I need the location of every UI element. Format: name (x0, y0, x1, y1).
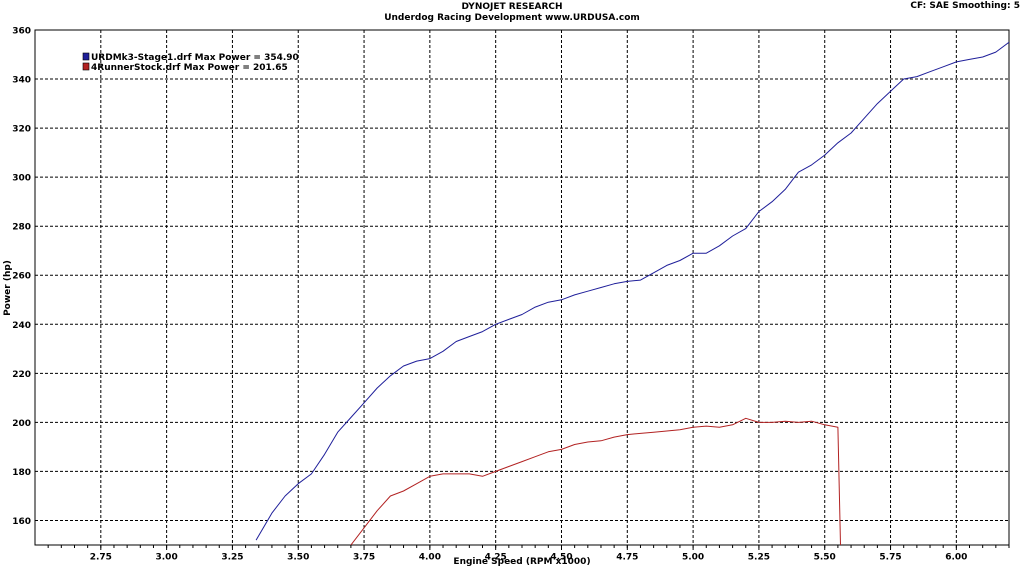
y-tick-label: 260 (12, 272, 31, 282)
settings-readout: CF: SAE Smoothing: 5 (910, 1, 1020, 11)
legend-swatch (82, 62, 90, 71)
y-tick-label: 300 (12, 174, 31, 184)
x-tick-label: 4.00 (419, 553, 441, 563)
chart-title: DYNOJET RESEARCH (461, 2, 563, 12)
x-tick-label: 4.75 (616, 553, 638, 563)
y-tick-label: 160 (12, 517, 31, 527)
series-line-2 (350, 417, 841, 545)
chart-subtitle: Underdog Racing Development www.URDUSA.c… (384, 13, 640, 23)
legend-label: 4RunnerStock.drf Max Power = 201.65 (91, 63, 288, 73)
legend: URDMk3-Stage1.drf Max Power = 354.904Run… (82, 52, 299, 73)
y-tick-label: 320 (12, 125, 31, 135)
x-tick-label: 3.00 (156, 553, 178, 563)
series-line-1 (255, 41, 1009, 541)
plot-frame (34, 29, 1010, 546)
x-tick-label: 4.25 (485, 553, 507, 563)
x-tick-label: 3.50 (287, 553, 309, 563)
x-tick-label: 5.25 (748, 553, 770, 563)
x-tick-label: 5.50 (814, 553, 836, 563)
x-axis-title: Engine Speed (RPM x1000) (453, 557, 590, 567)
x-tick-label: 3.75 (353, 553, 375, 563)
x-tick-label: 6.00 (945, 553, 967, 563)
legend-label: URDMk3-Stage1.drf Max Power = 354.90 (91, 53, 299, 63)
x-tick-label: 5.00 (682, 553, 704, 563)
y-tick-label: 200 (12, 419, 31, 429)
y-axis-title: Power (hp) (3, 260, 13, 316)
legend-swatch (82, 52, 90, 61)
y-tick-label: 360 (12, 27, 31, 37)
y-tick-label: 180 (12, 468, 31, 478)
y-tick-label: 240 (12, 321, 31, 331)
x-tick-label: 2.75 (90, 553, 112, 563)
x-tick-label: 4.50 (550, 553, 572, 563)
grid (35, 29, 1009, 545)
y-tick-label: 220 (12, 370, 31, 380)
y-tick-label: 280 (12, 223, 31, 233)
y-tick-label: 340 (12, 76, 31, 86)
x-tick-label: 3.25 (221, 553, 243, 563)
x-tick-label: 5.75 (879, 553, 901, 563)
ticks: 2.75 3.00 3.25 3.50 3.75 4.00 4.25 4.50 4.75 5.00… (12, 27, 1010, 563)
series-lines (255, 41, 1009, 545)
